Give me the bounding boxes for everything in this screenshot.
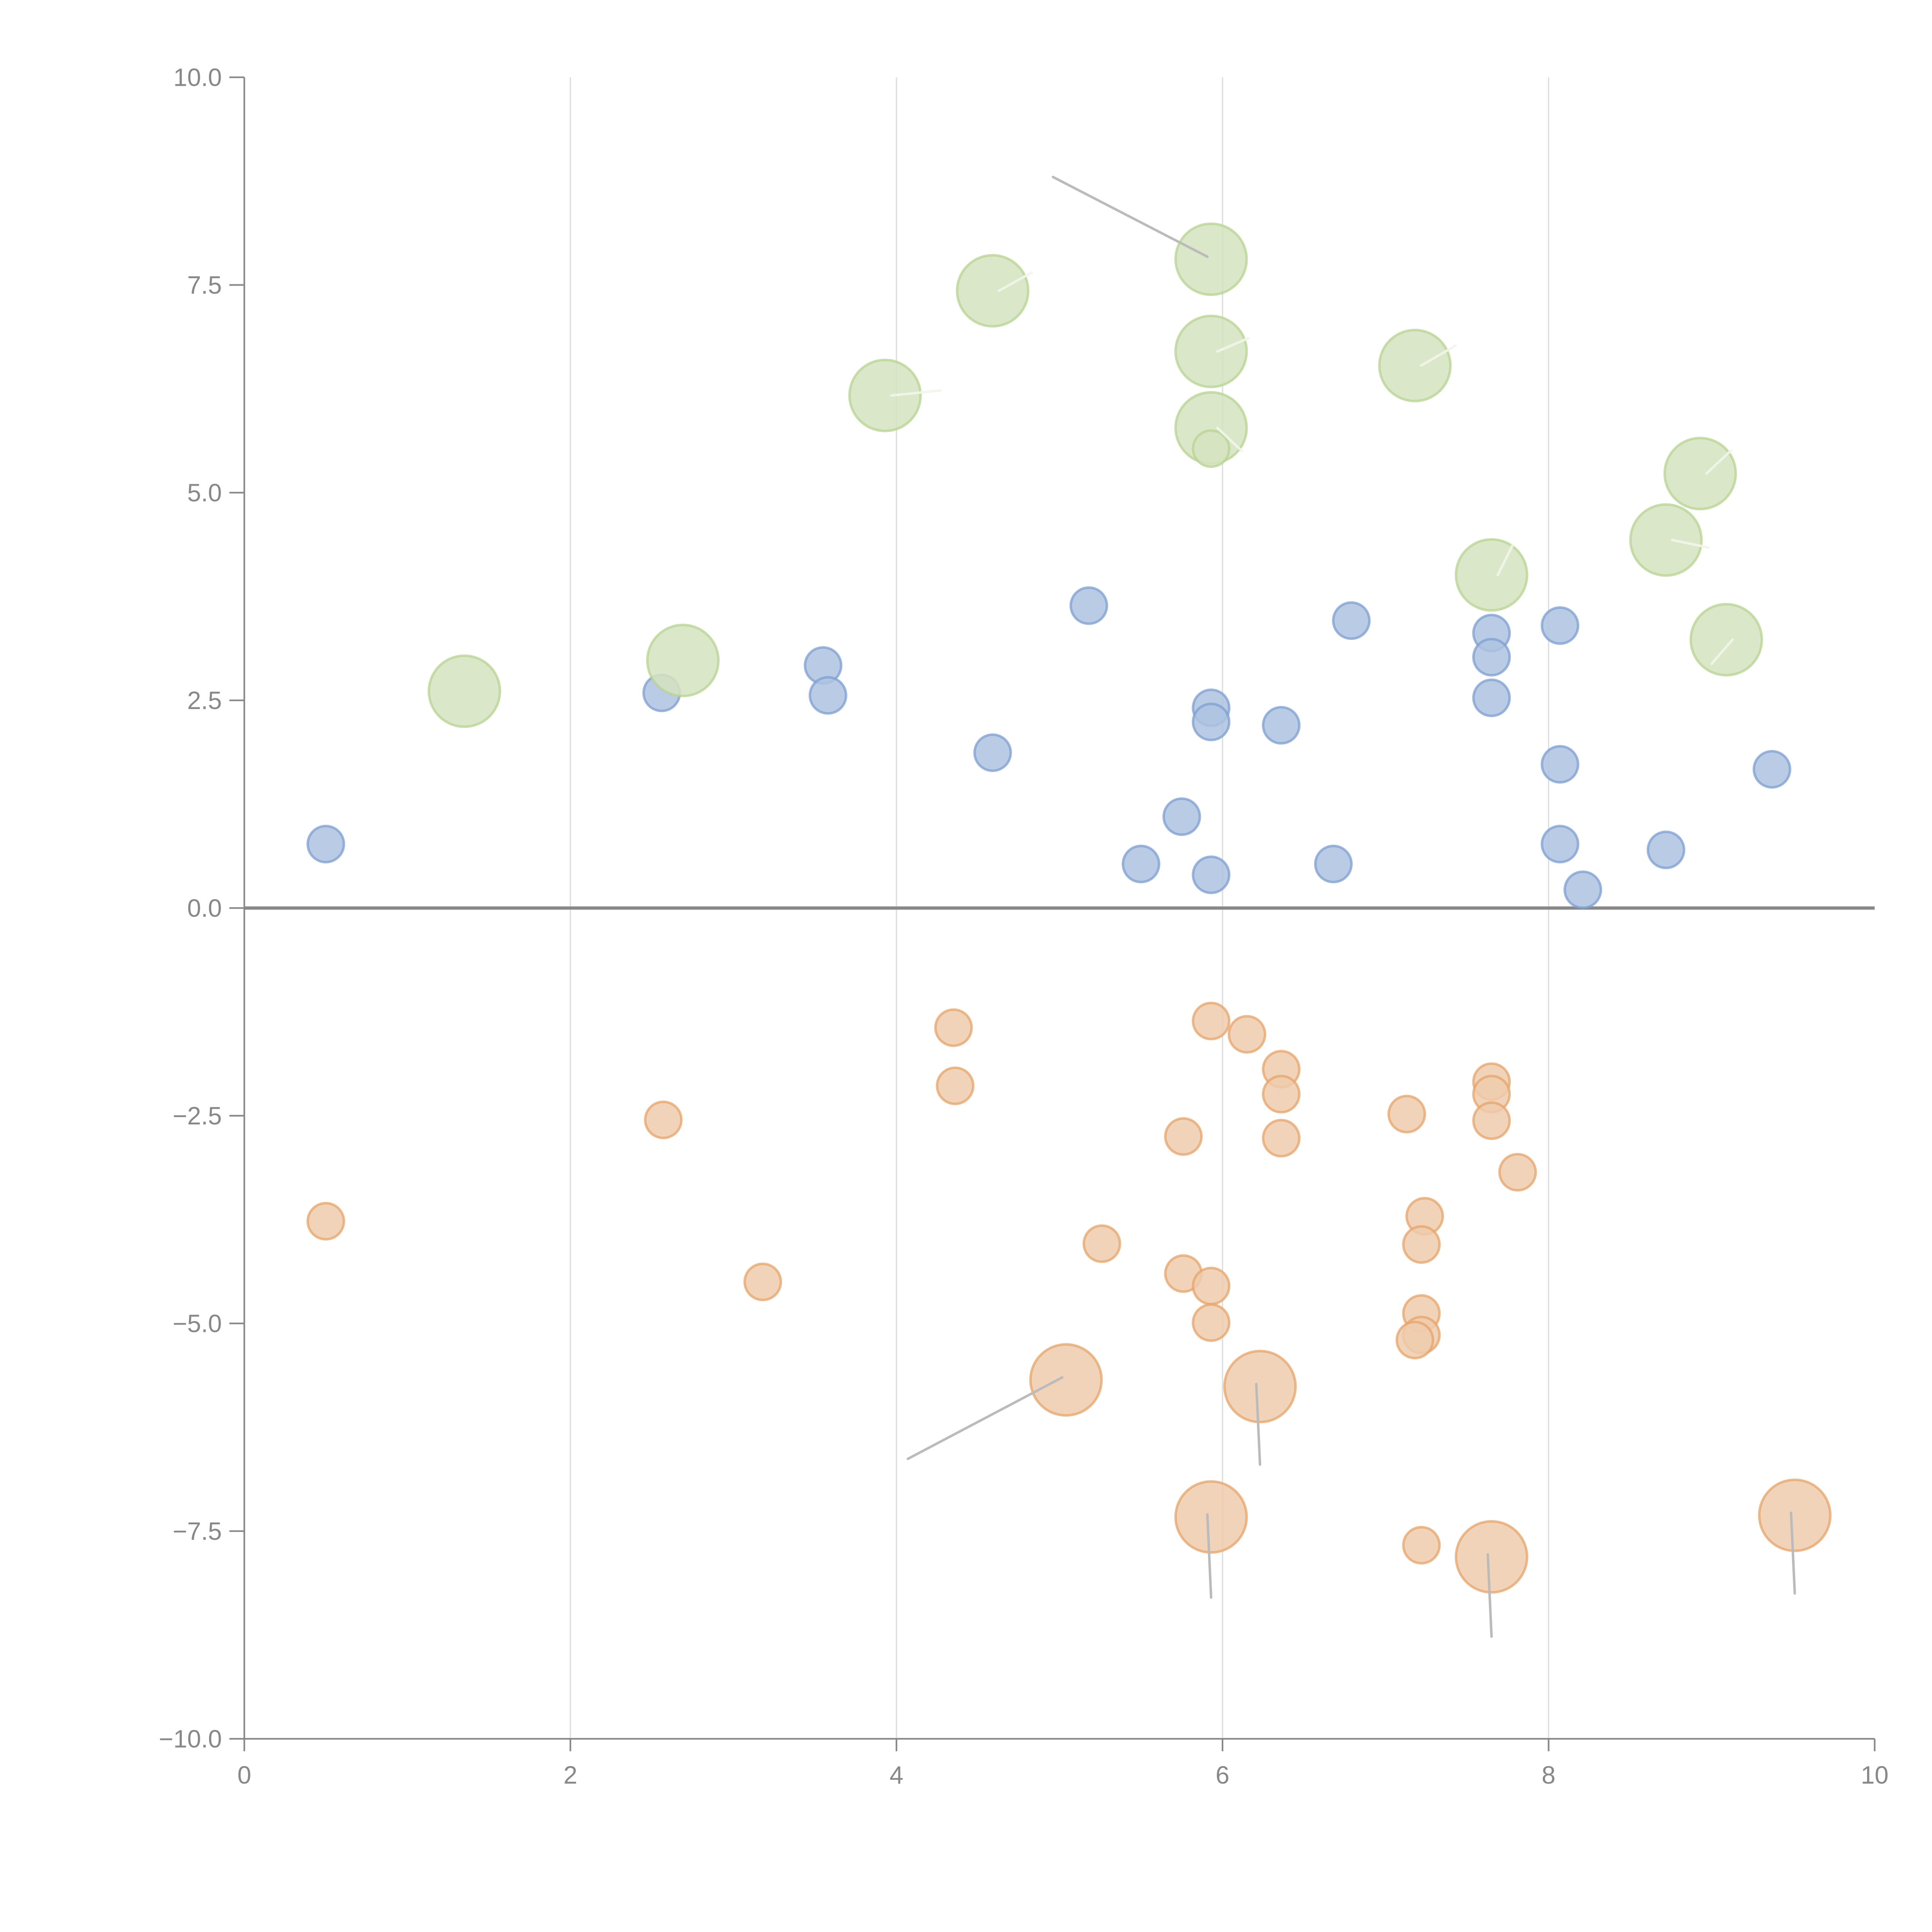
leader-line-green-6	[1216, 427, 1243, 452]
leader-line-orange-27	[1255, 1383, 1262, 1466]
point-green-0	[427, 654, 502, 728]
point-blue-16	[1472, 679, 1511, 718]
point-orange-29	[1454, 1520, 1529, 1594]
tick-labels: 10.0 7.5 5.0 2.5 0.0 −2.5 −5.0 −7.5 −10.0 0 2 4 6 8 10	[159, 64, 1888, 1789]
point-blue-10	[1192, 855, 1231, 895]
point-orange-9	[1192, 1267, 1231, 1306]
point-blue-11	[1262, 706, 1301, 745]
point-orange-14	[1262, 1119, 1301, 1158]
y-tick-label: −2.5	[173, 1102, 222, 1130]
point-orange-6	[1164, 1117, 1203, 1156]
y-tick-label: 0.0	[187, 895, 222, 922]
point-blue-3	[808, 676, 847, 715]
y-tick-label: 7.5	[187, 271, 222, 299]
point-orange-21	[1402, 1526, 1441, 1565]
leader-line-green-5	[1216, 337, 1250, 353]
point-orange-13	[1262, 1075, 1301, 1114]
point-green-5	[1174, 315, 1248, 388]
point-orange-27	[1223, 1350, 1297, 1423]
point-green-3	[956, 254, 1030, 328]
point-blue-19	[1541, 825, 1580, 864]
point-orange-20	[1395, 1320, 1434, 1359]
point-green-9	[1454, 538, 1529, 612]
point-orange-1	[644, 1100, 683, 1139]
x-tick-label: 6	[1216, 1761, 1230, 1789]
point-blue-21	[1646, 830, 1685, 869]
point-blue-13	[1332, 601, 1371, 640]
point-orange-28	[1174, 1480, 1248, 1554]
point-orange-10	[1192, 1303, 1231, 1342]
point-orange-4	[935, 1066, 975, 1105]
y-tick-label: 2.5	[187, 687, 222, 714]
point-green-12	[1689, 603, 1763, 677]
point-orange-2	[743, 1262, 782, 1301]
point-blue-20	[1563, 870, 1602, 909]
point-green-7	[1192, 429, 1231, 468]
point-blue-6	[1121, 845, 1160, 884]
point-green-11	[1663, 437, 1737, 510]
point-green-1	[646, 624, 720, 697]
point-blue-4	[973, 733, 1012, 772]
point-blue-9	[1192, 702, 1231, 742]
leader-line-green-9	[1496, 544, 1514, 577]
axes	[229, 76, 1876, 1752]
point-blue-12	[1314, 845, 1353, 884]
leader-line-orange-30	[1789, 1511, 1796, 1595]
point-orange-3	[934, 1008, 973, 1047]
point-orange-5	[1082, 1224, 1121, 1263]
y-tick-label: 10.0	[173, 64, 222, 92]
point-orange-8	[1192, 1002, 1231, 1041]
leader-line-orange-29	[1486, 1553, 1493, 1638]
point-orange-26	[1029, 1343, 1103, 1417]
point-orange-30	[1758, 1478, 1832, 1552]
point-blue-15	[1472, 638, 1511, 677]
data-points	[306, 222, 1832, 1594]
x-tick-label: 0	[237, 1761, 251, 1789]
point-blue-0	[306, 825, 345, 864]
point-blue-17	[1541, 606, 1580, 645]
y-tick-label: −7.5	[173, 1517, 222, 1545]
x-tick-label: 2	[563, 1761, 577, 1789]
x-tick-label: 8	[1542, 1761, 1556, 1789]
leader-line-green-2	[890, 389, 942, 397]
point-blue-5	[1069, 586, 1108, 625]
leader-line-green-8	[1420, 344, 1457, 367]
leader-line-green-4	[1051, 175, 1209, 258]
leader-line-orange-28	[1206, 1513, 1213, 1599]
y-tick-label: −10.0	[159, 1725, 222, 1753]
point-orange-24	[1472, 1101, 1511, 1140]
leader-line-orange-26	[906, 1376, 1064, 1460]
point-blue-18	[1541, 745, 1580, 784]
leader-line-green-10	[1671, 539, 1710, 549]
point-blue-7	[1162, 797, 1201, 836]
point-orange-11	[1228, 1015, 1267, 1054]
point-green-10	[1629, 503, 1703, 577]
leader-lines	[890, 175, 1796, 1638]
x-tick-label: 4	[889, 1761, 903, 1789]
point-orange-15	[1387, 1095, 1426, 1134]
y-tick-label: −5.0	[173, 1310, 222, 1338]
point-orange-25	[1498, 1153, 1537, 1192]
point-green-2	[848, 359, 922, 432]
point-orange-0	[306, 1202, 345, 1241]
point-orange-17	[1402, 1225, 1441, 1264]
leader-line-green-12	[1710, 638, 1734, 665]
leader-line-green-3	[997, 271, 1033, 292]
leader-line-green-11	[1705, 449, 1733, 475]
point-blue-22	[1752, 750, 1791, 789]
point-green-4	[1174, 222, 1248, 296]
y-tick-label: 5.0	[187, 479, 222, 507]
point-green-8	[1378, 328, 1452, 403]
x-tick-label: 10	[1861, 1761, 1889, 1789]
